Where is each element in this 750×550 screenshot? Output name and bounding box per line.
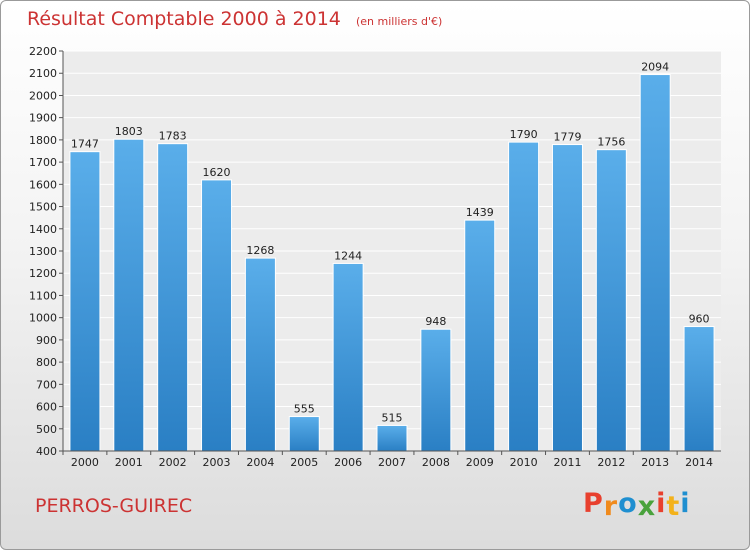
y-tick-label: 1200 xyxy=(29,267,57,280)
x-tick-label-2005: 2005 xyxy=(290,456,318,469)
y-tick-label: 1800 xyxy=(29,134,57,147)
logo-letter: i xyxy=(680,488,691,519)
y-tick-label: 1400 xyxy=(29,223,57,236)
x-tick-label-2000: 2000 xyxy=(71,456,99,469)
x-tick-label-2003: 2003 xyxy=(203,456,231,469)
x-tick-label-2010: 2010 xyxy=(510,456,538,469)
value-label-2010: 1790 xyxy=(510,128,538,141)
x-tick-label-2001: 2001 xyxy=(115,456,143,469)
bar-2009 xyxy=(464,219,496,452)
y-tick-label: 2000 xyxy=(29,89,57,102)
x-tick-label-2008: 2008 xyxy=(422,456,450,469)
y-tick-label: 1500 xyxy=(29,201,57,214)
y-tick-label: 1900 xyxy=(29,112,57,125)
value-label-2013: 2094 xyxy=(641,61,669,74)
chart-title: Résultat Comptable 2000 à 2014 xyxy=(27,8,341,30)
logo-letter: r xyxy=(603,491,619,522)
y-tick-label: 700 xyxy=(36,378,57,391)
value-label-2006: 1244 xyxy=(334,249,362,262)
bar-2014 xyxy=(683,326,715,452)
logo-letter: t xyxy=(666,491,681,522)
y-tick-label: 1300 xyxy=(29,245,57,258)
y-tick-label: 400 xyxy=(36,445,57,458)
bar-2001 xyxy=(113,138,145,452)
bar-2004 xyxy=(244,257,276,452)
x-tick-label-2012: 2012 xyxy=(597,456,625,469)
x-tick-label-2011: 2011 xyxy=(553,456,581,469)
bar-2007 xyxy=(376,424,408,452)
value-label-2014: 960 xyxy=(689,313,710,326)
bar-2010 xyxy=(508,141,540,452)
y-tick-label: 800 xyxy=(36,356,57,369)
value-label-2000: 1747 xyxy=(71,138,99,151)
axis-layer: 400 500 600 700 800 900 1000 1100 1200 1300 1400 15… xyxy=(29,45,721,469)
logo-letter: P xyxy=(583,488,604,519)
y-tick-label: 2200 xyxy=(29,45,57,58)
bar-2000 xyxy=(69,151,101,452)
x-tick-label-2007: 2007 xyxy=(378,456,406,469)
title-row: Résultat Comptable 2000 à 2014 (en milli… xyxy=(27,8,442,30)
y-tick-label: 900 xyxy=(36,334,57,347)
value-label-2008: 948 xyxy=(425,315,446,328)
x-tick-label-2002: 2002 xyxy=(159,456,187,469)
logo-letter: x xyxy=(637,491,657,522)
bar-2011 xyxy=(551,144,583,452)
x-tick-label-2013: 2013 xyxy=(641,456,669,469)
bar-2002 xyxy=(157,143,189,452)
value-label-2003: 1620 xyxy=(203,166,231,179)
city-name: PERROS-GUIREC xyxy=(35,495,193,517)
value-label-2001: 1803 xyxy=(115,125,143,138)
bar-2005 xyxy=(288,416,320,452)
proxiti-logo: Proxiti xyxy=(583,488,691,522)
y-tick-label: 1100 xyxy=(29,289,57,302)
y-tick-label: 1700 xyxy=(29,156,57,169)
y-tick-label: 500 xyxy=(36,423,57,436)
y-tick-label: 1600 xyxy=(29,178,57,191)
value-label-2005: 555 xyxy=(294,403,315,416)
chart-subtitle: (en milliers d'€) xyxy=(355,15,443,28)
bar-2012 xyxy=(595,149,627,452)
y-tick-label: 600 xyxy=(36,401,57,414)
value-label-2007: 515 xyxy=(382,411,403,424)
y-tick-label: 1000 xyxy=(29,312,57,325)
logo-letter: i xyxy=(656,488,667,519)
bars-layer: 1747 1803 1783 1620 1268 555 1244 515 948 1439 179… xyxy=(69,61,715,452)
bar-2006 xyxy=(332,262,364,452)
value-label-2012: 1756 xyxy=(597,136,625,149)
value-label-2009: 1439 xyxy=(466,206,494,219)
logo-letter: o xyxy=(618,488,638,519)
bar-2008 xyxy=(420,328,452,452)
value-label-2002: 1783 xyxy=(159,130,187,143)
x-tick-label-2009: 2009 xyxy=(466,456,494,469)
x-tick-label-2014: 2014 xyxy=(685,456,713,469)
bar-2013 xyxy=(639,74,671,452)
bar-2003 xyxy=(201,179,233,452)
x-tick-label-2004: 2004 xyxy=(246,456,274,469)
x-tick-label-2006: 2006 xyxy=(334,456,362,469)
value-label-2011: 1779 xyxy=(553,131,581,144)
y-tick-label: 2100 xyxy=(29,67,57,80)
value-label-2004: 1268 xyxy=(246,244,274,257)
